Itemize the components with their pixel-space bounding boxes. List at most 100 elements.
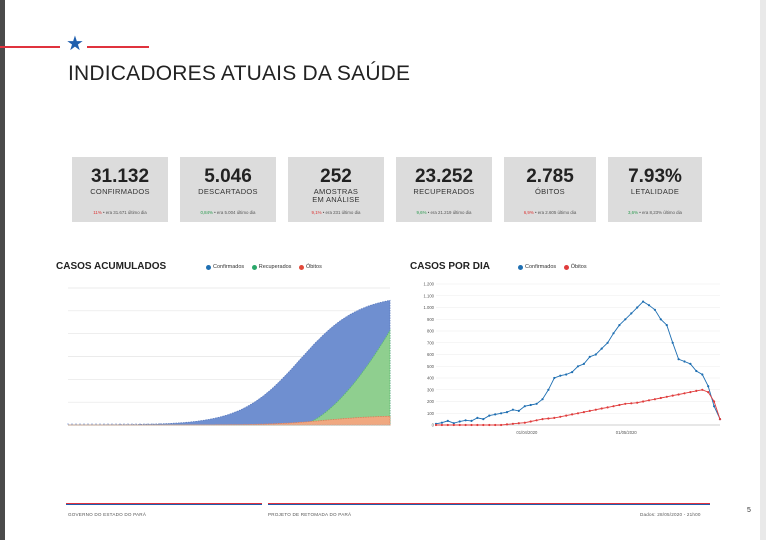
data-point	[683, 360, 686, 363]
data-point	[647, 399, 651, 402]
data-point	[618, 324, 621, 327]
chart-acumulados	[67, 287, 391, 426]
data-point	[131, 423, 133, 425]
data-point	[179, 423, 181, 425]
data-point	[576, 365, 580, 368]
data-point	[529, 420, 532, 423]
data-point	[458, 423, 461, 427]
card-value: 2.785	[526, 166, 574, 187]
data-point	[565, 414, 568, 417]
data-point	[559, 415, 562, 418]
card-change: 11% • era 31.671 último dia	[93, 210, 147, 215]
data-point	[71, 423, 73, 425]
data-point	[576, 412, 580, 415]
data-point	[458, 420, 461, 423]
x-tick-label: 01/04/2020	[516, 430, 538, 435]
y-tick-label: 100	[427, 411, 435, 416]
card-label: LETALIDADE	[630, 187, 680, 196]
footer-date: Dados: 28/05/2020 - 21h00	[640, 512, 701, 517]
data-point	[713, 405, 716, 408]
data-point	[517, 422, 520, 425]
footer-org: GOVERNO DO ESTADO DO PARÁ	[68, 512, 147, 517]
y-tick-label: 1.100	[424, 293, 435, 298]
y-tick-label: 1.200	[424, 282, 435, 287]
data-point	[452, 423, 455, 427]
y-tick-label: 700	[427, 340, 435, 345]
data-point	[559, 374, 562, 377]
data-point	[636, 306, 639, 309]
data-point	[677, 358, 680, 361]
data-point	[683, 392, 686, 395]
data-point	[83, 423, 85, 425]
data-point	[494, 423, 497, 427]
data-point	[624, 402, 627, 405]
data-point	[67, 423, 69, 425]
data-point	[671, 394, 674, 397]
header-accent-line-right	[87, 46, 149, 48]
data-point	[547, 388, 550, 391]
legend-label: Confirmados	[213, 264, 245, 270]
card-label: CONFIRMADOS	[90, 187, 150, 196]
data-point	[111, 423, 113, 425]
y-tick-label: 800	[427, 329, 435, 334]
data-point	[665, 324, 668, 327]
series-line-confirmados	[435, 301, 721, 425]
card-amostras: 252 AMOSTRAS EM ANÁLISE 9,1% • era 231 ú…	[288, 157, 384, 222]
card-label: ÓBITOS	[534, 187, 565, 196]
y-tick-label: 200	[427, 399, 435, 404]
data-point	[588, 355, 591, 358]
page-title: INDICADORES ATUAIS DA SAÚDE	[68, 62, 411, 85]
data-point	[147, 423, 149, 425]
data-point	[505, 411, 509, 414]
card-descartados: 5.046 DESCARTADOS 0,84% • era 5.004 últi…	[180, 157, 276, 222]
data-point	[482, 423, 485, 427]
card-change: 3,6% • era 8,23% último dia	[627, 210, 683, 215]
data-point	[103, 423, 105, 425]
card-value: 7.93%	[628, 166, 682, 187]
data-point	[119, 423, 121, 425]
data-point	[159, 423, 161, 425]
data-point	[488, 414, 491, 417]
data-point	[464, 423, 467, 427]
data-point	[511, 422, 514, 425]
data-point	[535, 402, 538, 405]
data-point	[689, 362, 692, 365]
data-point	[582, 362, 585, 365]
data-point	[647, 304, 651, 307]
data-point	[75, 423, 77, 425]
y-tick-label: 1.000	[424, 305, 435, 310]
data-point	[565, 373, 568, 376]
card-value: 23.252	[414, 166, 474, 187]
area-confirmados	[67, 299, 391, 426]
card-change: 6,9% • era 2.605 último dia	[523, 210, 577, 215]
data-point	[440, 421, 443, 424]
data-point	[624, 318, 627, 321]
data-point	[446, 423, 449, 427]
data-point	[123, 423, 125, 425]
data-point	[571, 371, 574, 374]
data-point	[167, 423, 169, 425]
data-point	[440, 423, 443, 427]
data-point	[665, 395, 668, 398]
data-point	[511, 408, 514, 411]
header-accent-line-left	[0, 46, 60, 48]
card-letalidade: 7.93% LETALIDADE 3,6% • era 8,23% último…	[608, 157, 702, 222]
card-confirmados: 31.132 CONFIRMADOS 11% • era 31.671 últi…	[72, 157, 168, 222]
data-point	[701, 388, 704, 391]
left-edge-bar	[0, 0, 5, 540]
data-point	[630, 402, 633, 405]
data-point	[143, 423, 145, 425]
data-point	[695, 389, 698, 392]
data-point	[115, 423, 117, 425]
data-point	[594, 408, 597, 411]
data-point	[582, 411, 585, 414]
data-point	[612, 332, 615, 335]
card-label-2: EM ANÁLISE	[312, 195, 360, 204]
data-point	[470, 419, 473, 422]
data-point	[529, 403, 532, 407]
data-point	[535, 419, 538, 422]
y-tick-label: 0	[432, 423, 435, 428]
y-tick-label: 300	[427, 387, 435, 392]
data-point	[91, 423, 93, 425]
data-point	[446, 419, 449, 422]
